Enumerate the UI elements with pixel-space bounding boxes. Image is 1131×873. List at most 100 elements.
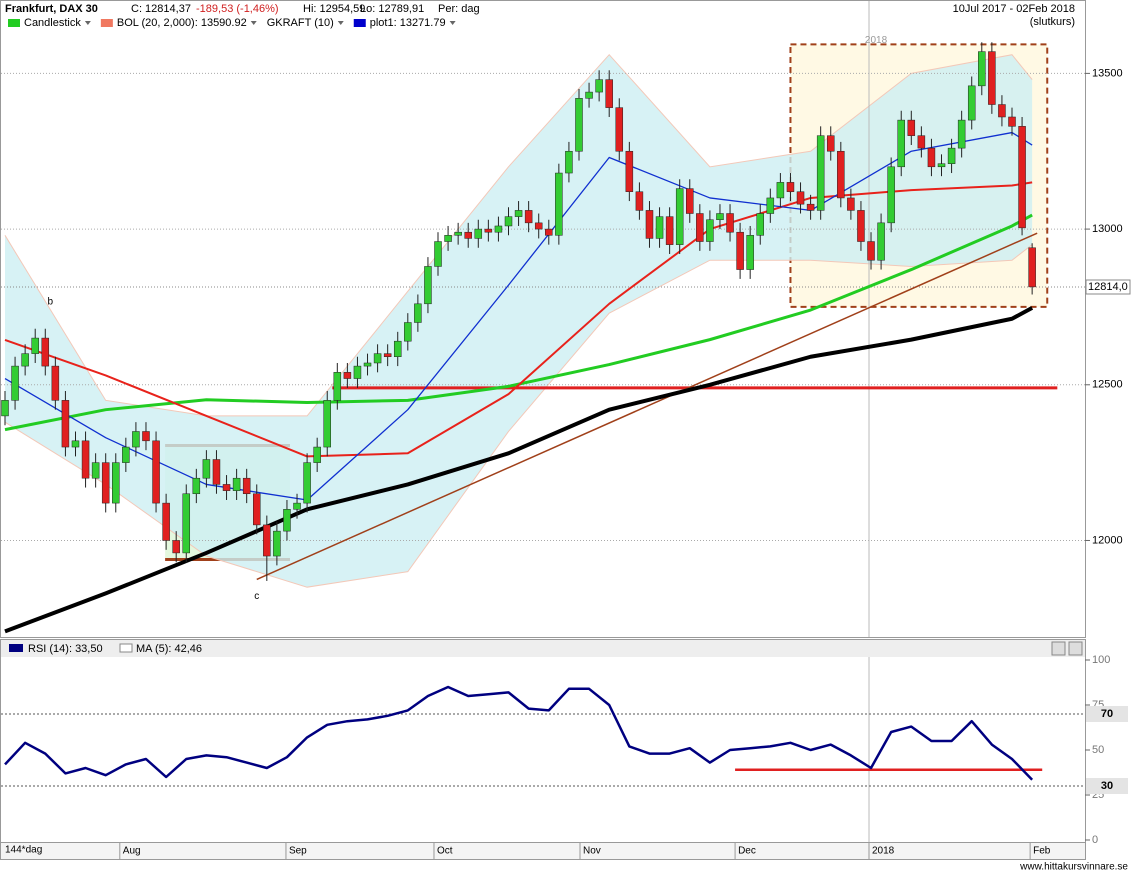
moving-average bbox=[4, 306, 1034, 634]
candle-body bbox=[263, 524, 271, 557]
legend-label: Candlestick bbox=[24, 17, 81, 29]
candle-body bbox=[665, 216, 674, 245]
candle-body bbox=[816, 135, 825, 211]
x-tick-label: Feb bbox=[1033, 846, 1051, 857]
candle-body bbox=[605, 79, 613, 108]
price-pane bbox=[0, 0, 1086, 638]
rsi-tick-label: 0 bbox=[1092, 834, 1098, 846]
candle-body bbox=[686, 188, 694, 214]
legend-swatch bbox=[353, 19, 366, 27]
rsi-swatch bbox=[9, 644, 23, 652]
candle-body bbox=[927, 147, 936, 168]
candle-body bbox=[1, 400, 9, 417]
candle-body bbox=[444, 235, 452, 242]
candle-body bbox=[112, 462, 120, 504]
candle-body bbox=[142, 431, 150, 442]
candle-body bbox=[826, 135, 835, 152]
candle-body bbox=[857, 210, 865, 242]
candle-body bbox=[504, 216, 513, 227]
candle-body bbox=[736, 231, 744, 270]
candle-body bbox=[31, 337, 39, 354]
candle-body bbox=[41, 337, 50, 367]
candle-body bbox=[595, 79, 603, 93]
candle-body bbox=[21, 353, 29, 367]
candle-body bbox=[313, 446, 321, 463]
legend-label: plot1: 13271.79 bbox=[370, 17, 446, 29]
candle-body bbox=[988, 51, 996, 105]
x-tick-label: Sep bbox=[289, 846, 307, 857]
candle-body bbox=[1018, 126, 1026, 229]
rsi-header bbox=[1, 640, 1085, 657]
low-text: Lo: 12789,91 bbox=[360, 3, 424, 15]
candle-body bbox=[696, 213, 704, 242]
trend-line bbox=[256, 232, 1038, 581]
rsi-level-label: 70 bbox=[1101, 708, 1113, 720]
y-tick-label: 13500 bbox=[1092, 67, 1123, 79]
candle-body bbox=[424, 266, 432, 305]
candle-body bbox=[796, 191, 805, 205]
candle-body bbox=[716, 213, 724, 220]
candle-body bbox=[917, 135, 926, 149]
candle-body bbox=[293, 502, 301, 510]
rsi-line bbox=[4, 685, 1034, 781]
settings-icon[interactable] bbox=[1068, 641, 1083, 656]
rsi-title: RSI (14): 33,50 bbox=[28, 643, 103, 655]
candle-body bbox=[373, 353, 382, 364]
chart-title: Frankfurt, DAX 30 bbox=[5, 3, 98, 15]
y-tick-label: 12500 bbox=[1092, 379, 1123, 391]
candle-body bbox=[132, 431, 140, 448]
candle-body bbox=[333, 372, 342, 401]
candle-body bbox=[565, 150, 573, 174]
rsi-tick-label: 100 bbox=[1092, 654, 1110, 666]
x-tick-label: Oct bbox=[437, 846, 453, 857]
candle-body bbox=[51, 365, 60, 401]
candle-body bbox=[615, 107, 624, 152]
legend-arrow bbox=[84, 21, 91, 25]
candle-body bbox=[635, 191, 644, 211]
date-axis bbox=[0, 842, 1086, 860]
period-text: Per: dag bbox=[438, 3, 480, 15]
candle-body bbox=[555, 172, 563, 236]
candle-body bbox=[887, 166, 895, 224]
candle-body bbox=[957, 119, 966, 149]
candle-body bbox=[897, 119, 905, 168]
rsi-tick-label: 50 bbox=[1092, 744, 1104, 756]
candle-body bbox=[393, 340, 402, 358]
candle-body bbox=[404, 322, 412, 342]
candle-body bbox=[1028, 247, 1036, 288]
candle-body bbox=[978, 51, 986, 87]
candle-body bbox=[464, 231, 472, 239]
x-tick-label: Aug bbox=[123, 846, 141, 857]
annotation: c bbox=[254, 591, 259, 602]
candle-body bbox=[837, 150, 845, 199]
rsi-level-box bbox=[1086, 778, 1128, 794]
candle-body bbox=[575, 98, 583, 152]
ma-swatch bbox=[119, 643, 133, 653]
candle-body bbox=[414, 303, 422, 323]
candle-body bbox=[776, 182, 785, 199]
legend-label: GKRAFT (10) bbox=[267, 17, 334, 29]
moving-average bbox=[4, 181, 1033, 458]
candle-body bbox=[706, 219, 714, 242]
last-price-box bbox=[1085, 279, 1131, 295]
footer: www.hittakursvinnare.se bbox=[1019, 862, 1128, 873]
rsi-level-label: 30 bbox=[1101, 780, 1113, 792]
change-text: -189,53 (-1,46%) bbox=[196, 3, 279, 15]
bollinger-band bbox=[5, 54, 1033, 588]
candle-body bbox=[343, 372, 352, 379]
candle-body bbox=[222, 484, 231, 491]
candle-body bbox=[383, 353, 392, 358]
candle-body bbox=[162, 502, 170, 541]
candle-body bbox=[847, 197, 855, 211]
last-price-label: 12814,0 bbox=[1088, 281, 1128, 293]
candle-body bbox=[11, 365, 19, 401]
candle-body bbox=[494, 225, 503, 233]
candle-body bbox=[625, 150, 634, 192]
y-tick-label: 13000 bbox=[1092, 223, 1123, 235]
candle-body bbox=[756, 213, 764, 236]
candle-body bbox=[726, 213, 734, 233]
price-type: (slutkurs) bbox=[1030, 16, 1075, 28]
rsi-level-box bbox=[1086, 706, 1128, 722]
zoom-icon[interactable] bbox=[1051, 641, 1066, 656]
